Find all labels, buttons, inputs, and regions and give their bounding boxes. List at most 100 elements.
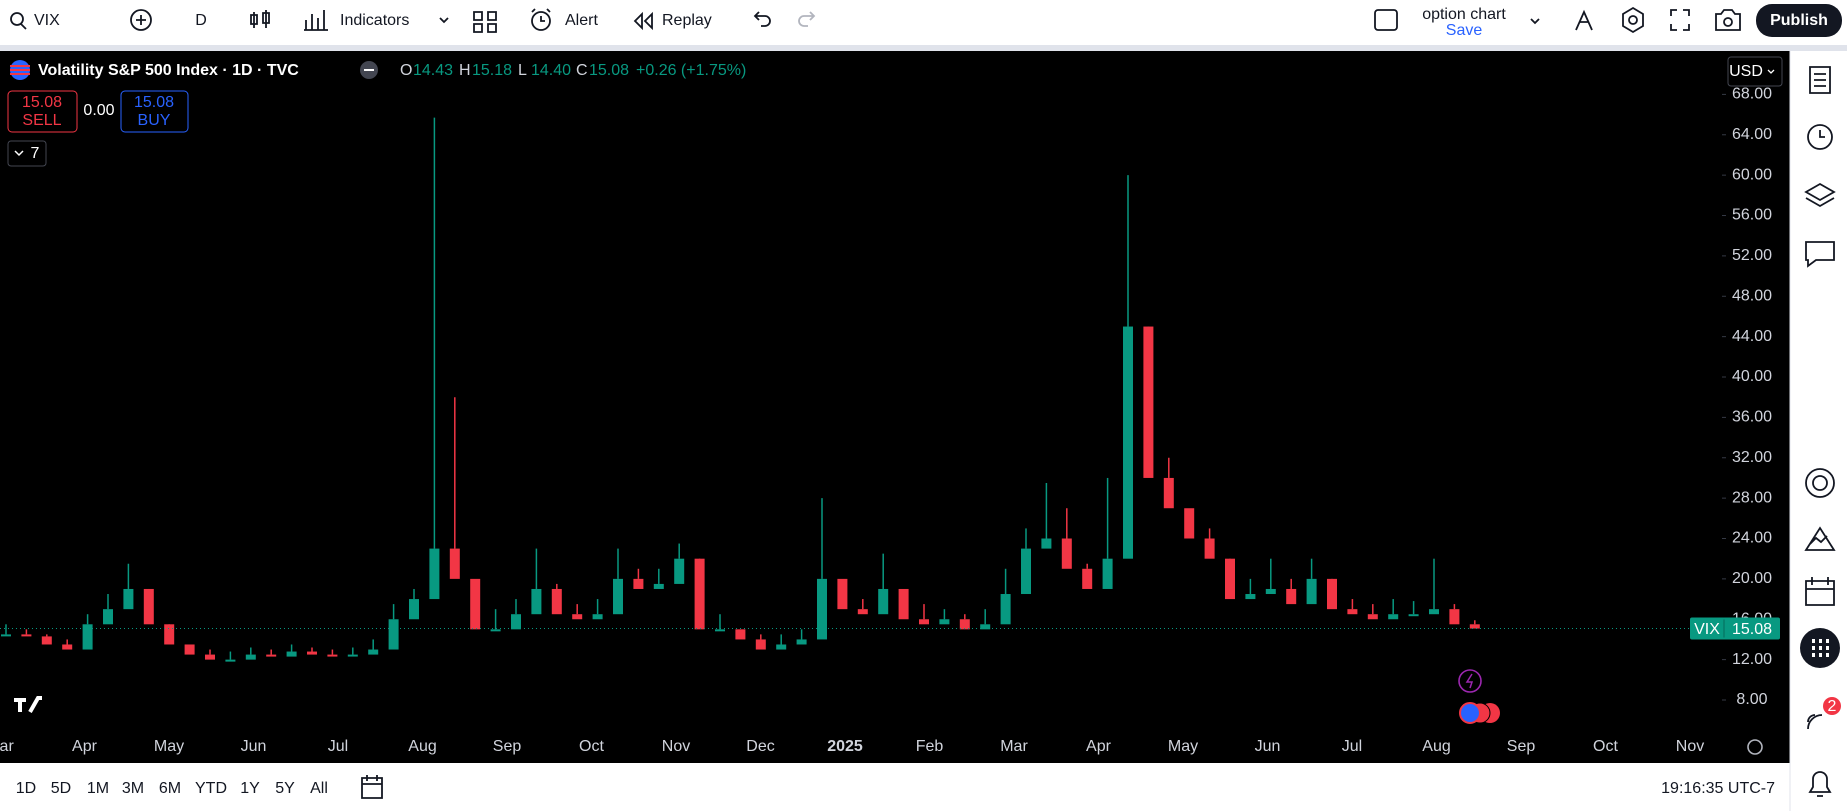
timeframe[interactable]: 1Y <box>240 780 260 797</box>
indicators-toggle[interactable] <box>7 140 47 167</box>
alerts[interactable] <box>1807 124 1833 150</box>
fullscreen[interactable] <box>1670 9 1690 31</box>
snapshot[interactable] <box>1715 9 1741 31</box>
candle-body <box>857 609 868 615</box>
candle-body <box>572 614 583 620</box>
timeframe[interactable]: 5D <box>51 780 71 797</box>
candle-body <box>266 654 277 657</box>
redo[interactable] <box>798 11 816 27</box>
timeframe[interactable]: 1D <box>16 780 36 797</box>
replay[interactable]: Replay <box>662 12 712 29</box>
replay-icon[interactable] <box>633 11 653 31</box>
chart-type[interactable] <box>250 10 270 28</box>
timeframe[interactable]: 3M <box>122 780 144 797</box>
x-tick-label: Feb <box>916 738 944 755</box>
ohlc-label: C <box>576 62 588 79</box>
layers[interactable] <box>1804 182 1836 208</box>
search-icon[interactable] <box>10 12 24 26</box>
quick-search[interactable] <box>1575 9 1593 31</box>
candle-body <box>980 624 991 630</box>
currency-button[interactable] <box>1727 56 1783 87</box>
y-tick-label: 40.00 <box>1732 368 1772 385</box>
layout-name[interactable]: option chart <box>1422 6 1506 23</box>
chevron[interactable] <box>439 17 449 24</box>
candle-body <box>470 578 481 630</box>
layout-icon[interactable] <box>1374 9 1398 31</box>
y-tick-label: 44.00 <box>1732 328 1772 345</box>
x-tick-label: Nov <box>662 738 690 755</box>
candle-body <box>62 644 73 650</box>
settings-icon[interactable] <box>1622 6 1644 34</box>
candle-body <box>409 599 419 620</box>
candle-body <box>959 619 970 630</box>
x-tick-label: Aug <box>408 738 436 755</box>
chat[interactable] <box>1805 241 1835 268</box>
candle-body <box>837 578 848 610</box>
calendar[interactable] <box>1805 577 1835 606</box>
layout-save[interactable]: Save <box>1446 22 1483 39</box>
interval[interactable]: D <box>195 12 207 29</box>
x-tick-label: Oct <box>1593 738 1618 755</box>
buy-label: BUY <box>138 112 171 129</box>
publish-button[interactable] <box>1756 4 1842 37</box>
alert[interactable]: Alert <box>565 12 598 29</box>
timeframe[interactable]: All <box>310 780 328 797</box>
timeframe[interactable]: YTD <box>195 780 227 797</box>
add-symbol[interactable] <box>130 9 152 31</box>
alert-icon <box>531 8 551 22</box>
candle-body <box>755 639 766 650</box>
timeframe[interactable]: 1M <box>87 780 109 797</box>
candle-body <box>735 629 746 640</box>
screener[interactable] <box>1804 526 1836 551</box>
candle-body <box>939 619 950 625</box>
search-icon <box>20 23 27 30</box>
alert-icon[interactable] <box>531 11 551 31</box>
layouts-icon[interactable] <box>473 11 497 33</box>
x-tick-label: Aug <box>1422 738 1450 755</box>
indicators[interactable]: Indicators <box>340 12 409 29</box>
candle-body <box>592 614 603 620</box>
ohlc-value: 15.08 <box>589 62 629 79</box>
price-tag <box>1690 617 1780 640</box>
timeframe[interactable]: 5Y <box>275 780 295 797</box>
candle-body <box>633 578 644 589</box>
streams[interactable] <box>1807 714 1823 730</box>
buy-button[interactable] <box>120 90 189 133</box>
sell-button[interactable] <box>7 90 78 133</box>
candle-body <box>796 639 807 645</box>
symbol[interactable]: VIX <box>34 12 60 29</box>
change: +0.26 (+1.75%) <box>636 62 746 79</box>
clock: 19:16:35 UTC-7 <box>1661 780 1775 797</box>
x-tick-label: Mar <box>1000 738 1028 755</box>
chevron[interactable] <box>1530 18 1540 25</box>
candle-body <box>1429 609 1439 615</box>
y-tick-label: 64.00 <box>1732 126 1772 143</box>
event-icon[interactable] <box>1458 669 1482 693</box>
x-tick-label: 2025 <box>827 738 863 755</box>
indicators-icon[interactable] <box>304 10 328 31</box>
date-range[interactable] <box>361 775 383 799</box>
candle-body <box>1327 578 1337 610</box>
sell-label: SELL <box>22 112 61 129</box>
x-tick-label: Oct <box>579 738 604 755</box>
watchlist[interactable] <box>1809 66 1831 94</box>
snapshot <box>1723 17 1733 27</box>
undo[interactable] <box>753 11 771 27</box>
currency[interactable]: USD <box>1729 63 1763 80</box>
timeframe[interactable]: 6M <box>159 780 181 797</box>
publish[interactable]: Publish <box>1770 12 1828 29</box>
axis-settings[interactable] <box>1747 739 1763 755</box>
symbol-title: Volatility S&P 500 Index · 1D · TVC <box>38 62 299 79</box>
x-tick-label: Apr <box>72 738 98 755</box>
timeframes: 1D 5D 1M 3M 6M YTD 1Y 5Y All <box>16 780 328 797</box>
candle-body <box>1041 538 1052 549</box>
products <box>1812 639 1829 657</box>
candle-body <box>164 624 175 645</box>
candle-body <box>1 634 11 637</box>
candle-body <box>551 588 562 615</box>
candle-body <box>1082 568 1093 589</box>
candle-body <box>898 588 909 620</box>
sidebar <box>1790 51 1847 811</box>
ideas[interactable] <box>1805 468 1835 498</box>
notifications-bell[interactable] <box>1808 771 1832 797</box>
